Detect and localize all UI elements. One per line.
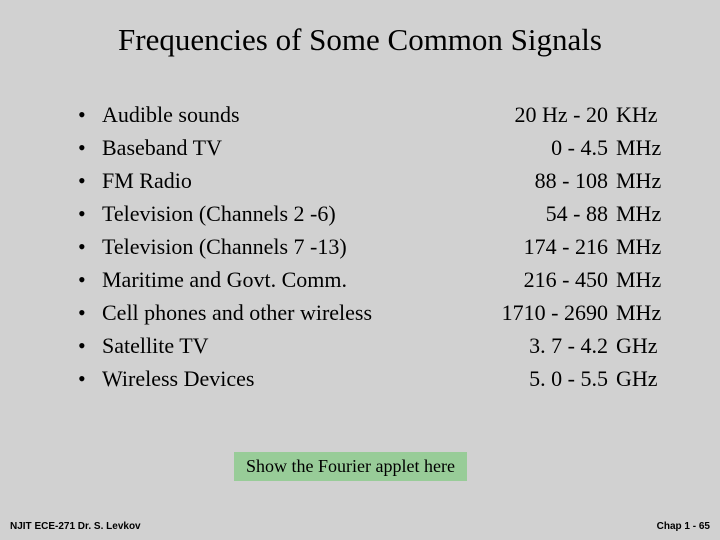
frequency-unit: GHz <box>616 329 668 362</box>
list-item: •Wireless Devices5. 0 - 5.5GHz <box>78 362 668 395</box>
frequency-unit: KHz <box>616 98 668 131</box>
signal-label: Audible sounds <box>102 98 496 131</box>
signal-label: Wireless Devices <box>102 362 496 395</box>
bullet-icon: • <box>78 230 102 263</box>
bullet-icon: • <box>78 164 102 197</box>
frequency-list: •Audible sounds20 Hz - 20KHz•Baseband TV… <box>78 98 668 395</box>
signal-label: Cell phones and other wireless <box>102 296 496 329</box>
signal-label: Baseband TV <box>102 131 496 164</box>
frequency-unit: MHz <box>616 164 668 197</box>
list-item: •Satellite TV3. 7 - 4.2GHz <box>78 329 668 362</box>
frequency-unit: MHz <box>616 263 668 296</box>
list-item: •FM Radio88 - 108MHz <box>78 164 668 197</box>
applet-note: Show the Fourier applet here <box>234 452 467 481</box>
frequency-unit: GHz <box>616 362 668 395</box>
frequency-range: 216 - 450 <box>496 263 616 296</box>
list-item: •Baseband TV0 - 4.5MHz <box>78 131 668 164</box>
frequency-range: 54 - 88 <box>496 197 616 230</box>
signal-label: Satellite TV <box>102 329 496 362</box>
bullet-icon: • <box>78 296 102 329</box>
frequency-range: 5. 0 - 5.5 <box>496 362 616 395</box>
frequency-unit: MHz <box>616 197 668 230</box>
frequency-range: 1710 - 2690 <box>496 296 616 329</box>
bullet-icon: • <box>78 329 102 362</box>
list-item: •Audible sounds20 Hz - 20KHz <box>78 98 668 131</box>
frequency-range: 88 - 108 <box>496 164 616 197</box>
list-item: •Television (Channels 2 -6)54 - 88MHz <box>78 197 668 230</box>
signal-label: FM Radio <box>102 164 496 197</box>
list-item: •Cell phones and other wireless1710 - 26… <box>78 296 668 329</box>
signal-label: Television (Channels 2 -6) <box>102 197 496 230</box>
bullet-icon: • <box>78 362 102 395</box>
page-title: Frequencies of Some Common Signals <box>0 0 720 58</box>
footer-right: Chap 1 - 65 <box>657 521 710 532</box>
frequency-unit: MHz <box>616 230 668 263</box>
frequency-range: 174 - 216 <box>496 230 616 263</box>
footer-left: NJIT ECE-271 Dr. S. Levkov <box>10 521 141 532</box>
frequency-range: 0 - 4.5 <box>496 131 616 164</box>
frequency-range: 3. 7 - 4.2 <box>496 329 616 362</box>
bullet-icon: • <box>78 263 102 296</box>
bullet-icon: • <box>78 131 102 164</box>
frequency-unit: MHz <box>616 131 668 164</box>
signal-label: Maritime and Govt. Comm. <box>102 263 496 296</box>
list-item: •Maritime and Govt. Comm.216 - 450MHz <box>78 263 668 296</box>
list-item: •Television (Channels 7 -13)174 - 216MHz <box>78 230 668 263</box>
signal-label: Television (Channels 7 -13) <box>102 230 496 263</box>
bullet-icon: • <box>78 98 102 131</box>
bullet-icon: • <box>78 197 102 230</box>
frequency-range: 20 Hz - 20 <box>496 98 616 131</box>
frequency-unit: MHz <box>616 296 668 329</box>
